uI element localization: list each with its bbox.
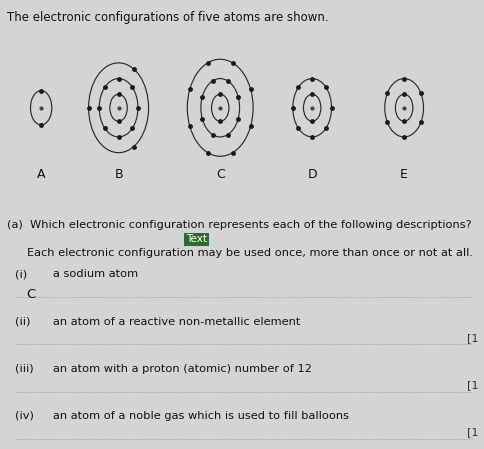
Text: E: E <box>400 168 408 181</box>
Text: a sodium atom: a sodium atom <box>53 269 138 279</box>
Text: C: C <box>216 168 225 181</box>
Text: [1: [1 <box>467 333 478 343</box>
Text: an atom with a proton (atomic) number of 12: an atom with a proton (atomic) number of… <box>53 364 312 374</box>
Text: an atom of a reactive non-metallic element: an atom of a reactive non-metallic eleme… <box>53 317 301 326</box>
Text: an atom of a noble gas which is used to fill balloons: an atom of a noble gas which is used to … <box>53 411 349 421</box>
Text: (iii): (iii) <box>15 364 33 374</box>
Text: (a)  Which electronic configuration represents each of the following description: (a) Which electronic configuration repre… <box>7 220 472 230</box>
Text: (ii): (ii) <box>15 317 30 326</box>
Text: D: D <box>307 168 317 181</box>
Text: Each electronic configuration may be used once, more than once or not at all.: Each electronic configuration may be use… <box>27 248 472 258</box>
Text: (i): (i) <box>15 269 27 279</box>
Text: The electronic configurations of five atoms are shown.: The electronic configurations of five at… <box>7 11 329 24</box>
Text: A: A <box>37 168 45 181</box>
Text: C: C <box>27 288 36 301</box>
Text: [1: [1 <box>467 380 478 390</box>
Text: B: B <box>114 168 123 181</box>
Text: [1: [1 <box>467 427 478 437</box>
Text: (iv): (iv) <box>15 411 33 421</box>
Text: Text: Text <box>186 234 207 244</box>
